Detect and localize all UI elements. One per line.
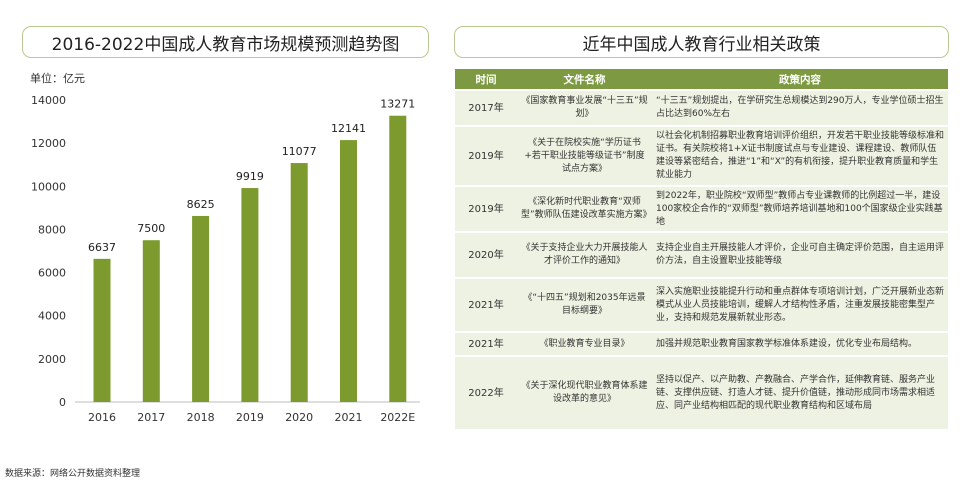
row-year: 2019年	[455, 127, 517, 185]
row-doc: 《关于支持企业大力开展技能人才评价工作的通知》	[517, 233, 652, 277]
x-tick-label: 2021	[335, 411, 363, 424]
x-tick-label: 2020	[285, 411, 313, 424]
bar-value-label: 13271	[380, 98, 415, 111]
row-doc: 《职业教育专业目录》	[517, 333, 652, 355]
bar-value-label: 9919	[236, 170, 264, 183]
table-title: 近年中国成人教育行业相关政策	[454, 26, 949, 58]
row-content: “十三五”规划提出，在学研究生总规模达到290万人，专业学位硕士招生占比达到60…	[652, 91, 948, 125]
table-row: 2021年 《“十四五”规划和2035年远景目标纲要》 深入实施职业技能提升行动和重…	[455, 279, 948, 331]
y-tick-label: 0	[59, 396, 66, 409]
row-content: 以社会化机制招募职业教育培训评价组织，开发若干职业技能等级标准和证书。有关院校将…	[652, 127, 948, 185]
y-tick-label: 2000	[38, 353, 66, 366]
bar	[389, 115, 407, 402]
row-content: 坚持以促产、以产助教、产教融合、产学合作，延伸教育链、服务产业链、支撑供应链、打…	[652, 357, 948, 429]
bar	[340, 140, 357, 402]
bar	[142, 240, 160, 402]
table-row: 2020年 《关于支持企业大力开展技能人才评价工作的通知》 支持企业自主开展技能人才…	[455, 233, 948, 277]
row-year: 2022年	[455, 357, 517, 429]
x-tick-label: 2017	[137, 411, 165, 424]
bar-chart: 0 2000 4000 6000 8000 10000 12000 14000 6637 2016…	[31, 94, 420, 424]
y-tick-label: 8000	[38, 223, 66, 236]
chart-title: 2016-2022中国成人教育市场规模预测趋势图	[22, 26, 429, 58]
row-doc: 《深化新时代职业教育“双师型”教师队伍建设改革实施方案》	[517, 187, 652, 231]
bar	[93, 258, 111, 402]
y-tick-label: 14000	[31, 94, 66, 107]
x-tick-label: 2018	[187, 411, 215, 424]
y-tick-label: 4000	[38, 310, 66, 323]
x-tick-label: 2019	[236, 411, 264, 424]
bar	[241, 188, 259, 402]
y-tick-label: 10000	[31, 180, 66, 193]
row-year: 2019年	[455, 187, 517, 231]
bar-value-label: 11077	[282, 145, 317, 158]
row-year: 2021年	[455, 279, 517, 331]
header-content: 政策内容	[652, 69, 948, 89]
row-content: 支持企业自主开展技能人才评价，企业可自主确定评价范围，自主运用评价方法，自主设置…	[652, 233, 948, 277]
y-axis-unit-label: 单位：亿元	[30, 72, 85, 85]
bar-value-label: 12141	[331, 122, 366, 135]
row-content: 加强并规范职业教育国家教学标准体系建设，优化专业布局结构。	[652, 333, 948, 355]
x-tick-label: 2016	[88, 411, 116, 424]
bar-value-label: 7500	[137, 222, 165, 235]
row-doc: 《国家教育事业发展“十三五”规划》	[517, 91, 652, 125]
policy-table: 时间 文件名称 政策内容 2017年 《国家教育事业发展“十三五”规划》 “十三五”…	[455, 67, 948, 431]
row-doc: 《关于在院校实施“学历证书+若干职业技能等级证书”制度试点方案》	[517, 127, 652, 185]
table-row: 2017年 《国家教育事业发展“十三五”规划》 “十三五”规划提出，在学研究生总规模…	[455, 91, 948, 125]
bar-value-label: 6637	[88, 241, 116, 254]
row-doc: 《关于深化现代职业教育体系建设改革的意见》	[517, 357, 652, 429]
policy-table-header: 时间 文件名称 政策内容	[455, 69, 948, 89]
row-year: 2020年	[455, 233, 517, 277]
y-tick-label: 6000	[38, 267, 66, 280]
row-year: 2021年	[455, 333, 517, 355]
table-row: 2021年 《职业教育专业目录》 加强并规范职业教育国家教学标准体系建设，优化专业布…	[455, 333, 948, 355]
row-year: 2017年	[455, 91, 517, 125]
header-doc: 文件名称	[517, 69, 652, 89]
row-doc: 《“十四五”规划和2035年远景目标纲要》	[517, 279, 652, 331]
x-tick-label: 2022E	[380, 411, 415, 424]
data-source-note: 数据来源：网络公开数据资料整理	[5, 469, 141, 479]
header-year: 时间	[455, 69, 517, 89]
table-row: 2019年 《关于在院校实施“学历证书+若干职业技能等级证书”制度试点方案》 以社会…	[455, 127, 948, 185]
bar-value-label: 8625	[187, 198, 215, 211]
row-content: 到2022年，职业院校“双师型”教师占专业课教师的比例超过一半，建设100家校企…	[652, 187, 948, 231]
table-row: 2019年 《深化新时代职业教育“双师型”教师队伍建设改革实施方案》 到2022年，…	[455, 187, 948, 231]
bar	[290, 163, 308, 402]
row-content: 深入实施职业技能提升行动和重点群体专项培训计划，广泛开展新业态新模式从业人员技能…	[652, 279, 948, 331]
table-row: 2022年 《关于深化现代职业教育体系建设改革的意见》 坚持以促产、以产助教、产教融…	[455, 357, 948, 429]
y-tick-label: 12000	[31, 137, 66, 150]
bar	[192, 215, 210, 402]
